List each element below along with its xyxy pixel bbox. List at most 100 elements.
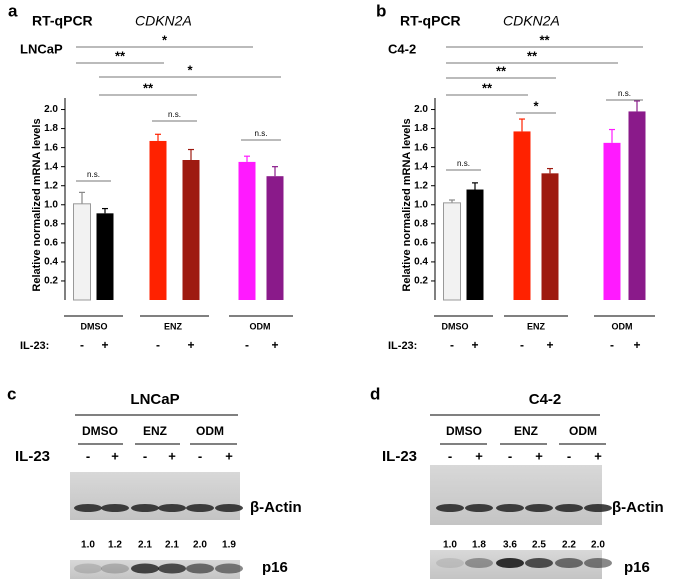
x-tick-label: - [245,338,249,352]
blot-actin [430,465,602,525]
lane-sign: - [86,448,90,463]
lane-sign: - [508,448,512,463]
p16-band [465,558,493,569]
treatment-label: IL-23 [15,448,50,465]
target-label: p16 [624,559,650,576]
lane-sign: - [567,448,571,463]
panel-letter: a [8,1,18,20]
x-tick-label: - [156,338,160,352]
actin-band [158,504,186,512]
y-tick-label: 1.2 [44,180,58,191]
actin-band [215,504,243,512]
p16-band [496,558,524,569]
significance-label: ** [539,32,550,47]
significance-label: n.s. [457,159,470,168]
x-tick-label: - [80,338,84,352]
actin-band [584,504,612,512]
category-label: IL-23: [20,340,49,352]
actin-band [465,504,493,512]
p16-band [131,563,159,574]
lane-sign: + [594,448,602,463]
actin-band [101,504,129,512]
p16-band [186,563,214,574]
quantification: 2.0 [591,540,605,551]
group-label: DMSO [81,321,108,331]
quantification: 1.9 [222,540,236,551]
group-label: ENZ [527,321,546,331]
bar [96,213,114,300]
quantification: 2.2 [562,540,576,551]
x-tick-label: + [471,338,478,352]
bar [541,173,559,300]
actin-band [436,504,464,512]
significance-label: * [162,32,168,47]
bar [628,111,646,300]
x-tick-label: + [546,338,553,352]
y-tick-label: 1.4 [414,161,428,172]
group-label: ODM [612,321,633,331]
significance-label: n.s. [255,129,268,138]
condition-label: ENZ [514,424,538,438]
x-tick-label: + [187,338,194,352]
chart-title: RT-qPCR [32,13,93,29]
y-tick-label: 0.4 [44,257,58,268]
quantification: 1.0 [443,540,457,551]
bar [182,160,200,300]
category-label: IL-23: [388,340,417,352]
y-tick-label: 0.2 [44,276,58,287]
group-label: ENZ [164,321,183,331]
significance-label: ** [143,80,154,95]
treatment-label: IL-23 [382,448,417,465]
significance-label: ** [496,63,507,78]
quantification: 1.0 [81,540,95,551]
significance-label: * [187,62,193,77]
p16-band [158,563,186,574]
actin-band [555,504,583,512]
y-tick-label: 1.8 [414,123,428,134]
gene-name: CDKN2A [503,13,560,29]
y-tick-label: 0.6 [414,237,428,248]
condition-label: ODM [196,424,224,438]
quantification: 3.6 [503,540,517,551]
group-label: ODM [250,321,271,331]
y-tick-label: 2.0 [414,104,428,115]
quantification: 1.8 [472,540,486,551]
x-tick-label: - [450,338,454,352]
cell-line: C4-2 [388,41,416,56]
quantification: 2.0 [193,540,207,551]
x-tick-label: + [633,338,640,352]
blot-title: LNCaP [130,391,179,408]
p16-band [74,563,102,574]
x-tick-label: - [610,338,614,352]
bar [513,131,531,300]
blot-title: C4-2 [529,391,562,408]
y-axis-label: Relative normalized mRNA levels [31,118,43,291]
lane-sign: + [535,448,543,463]
lane-sign: - [198,448,202,463]
lane-sign: + [475,448,483,463]
x-tick-label: + [101,338,108,352]
bar [266,176,284,300]
quantification: 2.5 [532,540,546,551]
condition-label: ENZ [143,424,167,438]
bar [73,203,91,301]
y-tick-label: 1.4 [44,161,58,172]
condition-label: ODM [569,424,597,438]
bar [466,189,484,300]
y-tick-label: 1.6 [414,142,428,153]
actin-band [525,504,553,512]
lane-sign: + [225,448,233,463]
y-tick-label: 1.0 [414,199,428,210]
significance-label: n.s. [168,110,181,119]
significance-label: * [533,98,539,113]
p16-band [215,563,243,574]
p16-band [101,563,129,574]
condition-label: DMSO [446,424,482,438]
blot-actin [70,472,240,520]
lane-sign: - [448,448,452,463]
panel-letter: d [370,384,380,403]
lane-sign: + [168,448,176,463]
x-tick-label: - [520,338,524,352]
significance-label: n.s. [87,170,100,179]
